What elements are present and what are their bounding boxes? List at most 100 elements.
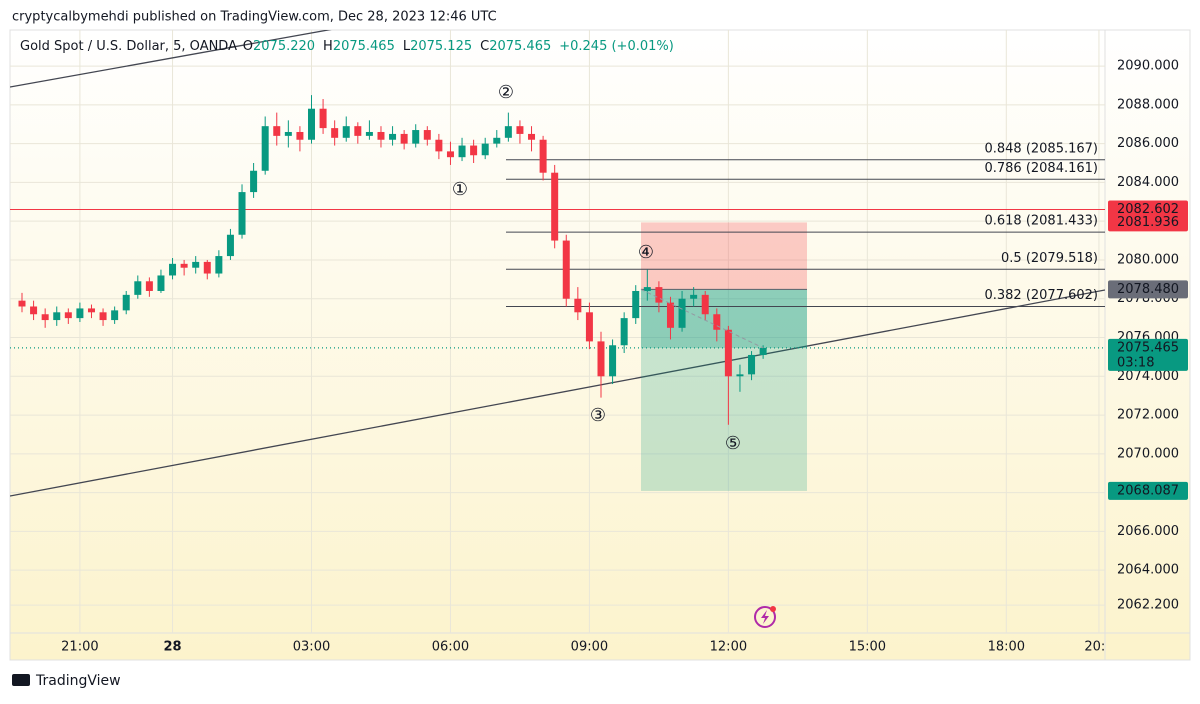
candle-body bbox=[284, 131, 292, 136]
candle-body bbox=[99, 312, 107, 321]
candle-body bbox=[365, 131, 373, 136]
legend-value: 2075.465 bbox=[333, 39, 395, 54]
candle-body bbox=[551, 172, 559, 241]
last-price-countdown: 03:18 bbox=[1117, 355, 1154, 370]
y-tick-label: 2074.000 bbox=[1117, 369, 1179, 384]
candle-body bbox=[423, 130, 431, 140]
candle-body bbox=[122, 294, 130, 311]
fib-label: 0.618 (2081.433) bbox=[984, 214, 1098, 229]
legend-value: 2075.465 bbox=[489, 39, 551, 54]
candle-body bbox=[504, 126, 512, 138]
wave-label: ② bbox=[498, 82, 514, 103]
candle-body bbox=[446, 151, 454, 158]
x-tick-label: 28 bbox=[163, 640, 181, 655]
y-tick-label: 2084.000 bbox=[1117, 175, 1179, 190]
candle-body bbox=[64, 312, 72, 319]
candle-body bbox=[215, 256, 223, 274]
candle-body bbox=[273, 126, 281, 136]
axes: 2062.2002064.0002066.0002068.0002070.000… bbox=[61, 59, 1189, 659]
legend-key: H bbox=[323, 39, 333, 54]
candle-body bbox=[30, 306, 38, 315]
candle-body bbox=[528, 133, 536, 140]
fib-label: 0.382 (2077.602) bbox=[984, 288, 1098, 303]
fib-label: 0.786 (2084.161) bbox=[984, 161, 1098, 176]
open-profit-zone bbox=[641, 289, 807, 348]
candle-body bbox=[493, 137, 501, 144]
candle-body bbox=[331, 128, 339, 138]
candle-body bbox=[597, 341, 605, 377]
x-tick-label: 03:00 bbox=[293, 640, 330, 655]
candle-body bbox=[539, 139, 547, 173]
candle-body bbox=[713, 314, 721, 330]
legend-row: Gold Spot / U.S. Dollar, 5, OANDA O2075.2… bbox=[20, 39, 674, 54]
x-tick-label: 09:00 bbox=[571, 640, 608, 655]
x-tick-label: 21:00 bbox=[61, 640, 98, 655]
legend-value: 2075.220 bbox=[253, 39, 315, 54]
wave-label: ④ bbox=[638, 242, 654, 263]
candle-body bbox=[377, 131, 385, 140]
y-tick-label: 2070.000 bbox=[1117, 446, 1179, 461]
candle-body bbox=[134, 281, 142, 295]
x-tick-label: 12:00 bbox=[710, 640, 747, 655]
candle-body bbox=[342, 126, 350, 138]
candle-body bbox=[400, 133, 408, 144]
entry-label: 2078.480 bbox=[1117, 282, 1179, 297]
candle-body bbox=[562, 240, 570, 299]
candle-body bbox=[690, 294, 698, 299]
stop-badge bbox=[1108, 213, 1188, 232]
y-tick-label: 2064.000 bbox=[1117, 563, 1179, 578]
footer-brand: TradingView bbox=[35, 673, 121, 689]
candle-body bbox=[226, 234, 234, 257]
candle-body bbox=[389, 133, 397, 140]
alert-icon[interactable] bbox=[754, 606, 776, 628]
candle-body bbox=[238, 192, 246, 235]
stop-zone bbox=[641, 222, 807, 290]
y-tick-label: 2086.000 bbox=[1117, 136, 1179, 151]
wave-labels: ① ② ③ ④ ⑤ bbox=[452, 82, 741, 454]
grid bbox=[10, 30, 1105, 633]
candle-body bbox=[319, 108, 327, 129]
trend-line bbox=[10, 289, 1105, 497]
publisher-line: cryptycalbymehdi published on TradingVie… bbox=[12, 10, 497, 25]
x-tick-label: 06:00 bbox=[432, 640, 469, 655]
horizontal-line-label: 2082.602 bbox=[1117, 202, 1179, 217]
x-tick-label: 18:00 bbox=[988, 640, 1025, 655]
y-tick-label: 2088.000 bbox=[1117, 97, 1179, 112]
legend-key: C bbox=[480, 39, 489, 54]
target-badge bbox=[1108, 481, 1188, 500]
candle-body bbox=[481, 143, 489, 156]
candle-body bbox=[111, 310, 119, 321]
candle-body bbox=[180, 263, 188, 268]
y-tick-label: 2080.000 bbox=[1117, 252, 1179, 267]
candle-body bbox=[470, 145, 478, 156]
candle-body bbox=[169, 263, 177, 276]
y-tick-label: 2072.000 bbox=[1117, 408, 1179, 423]
last-price-badge bbox=[1108, 338, 1188, 371]
candle-body bbox=[435, 139, 443, 152]
candle-body bbox=[632, 290, 640, 319]
candle-body bbox=[643, 287, 651, 291]
legend-key: L bbox=[403, 39, 411, 54]
candle-body bbox=[53, 312, 61, 321]
candle-body bbox=[157, 275, 165, 291]
candle-body bbox=[308, 108, 315, 140]
symbol: Gold Spot / U.S. Dollar, 5, OANDA bbox=[20, 39, 237, 54]
y-tick-label: 2066.000 bbox=[1117, 524, 1179, 539]
candle-body bbox=[458, 145, 466, 158]
legend: Gold Spot / U.S. Dollar, 5, OANDA O2075.2… bbox=[20, 39, 674, 54]
target-label: 2068.087 bbox=[1117, 483, 1179, 498]
candle-body bbox=[250, 170, 258, 193]
price-axis-background bbox=[1106, 634, 1189, 659]
candle-body bbox=[354, 126, 362, 136]
alert-icon-dot[interactable] bbox=[770, 606, 776, 612]
stop-label: 2081.936 bbox=[1117, 215, 1179, 230]
plot bbox=[10, 30, 1105, 497]
candle-body bbox=[666, 302, 674, 328]
candle-body bbox=[18, 300, 26, 307]
candle-body bbox=[192, 261, 200, 268]
candle-body bbox=[655, 287, 663, 303]
candle-body bbox=[759, 347, 767, 355]
alert-icon-ring[interactable] bbox=[754, 606, 776, 628]
alert-icon-bolt[interactable] bbox=[761, 610, 769, 624]
